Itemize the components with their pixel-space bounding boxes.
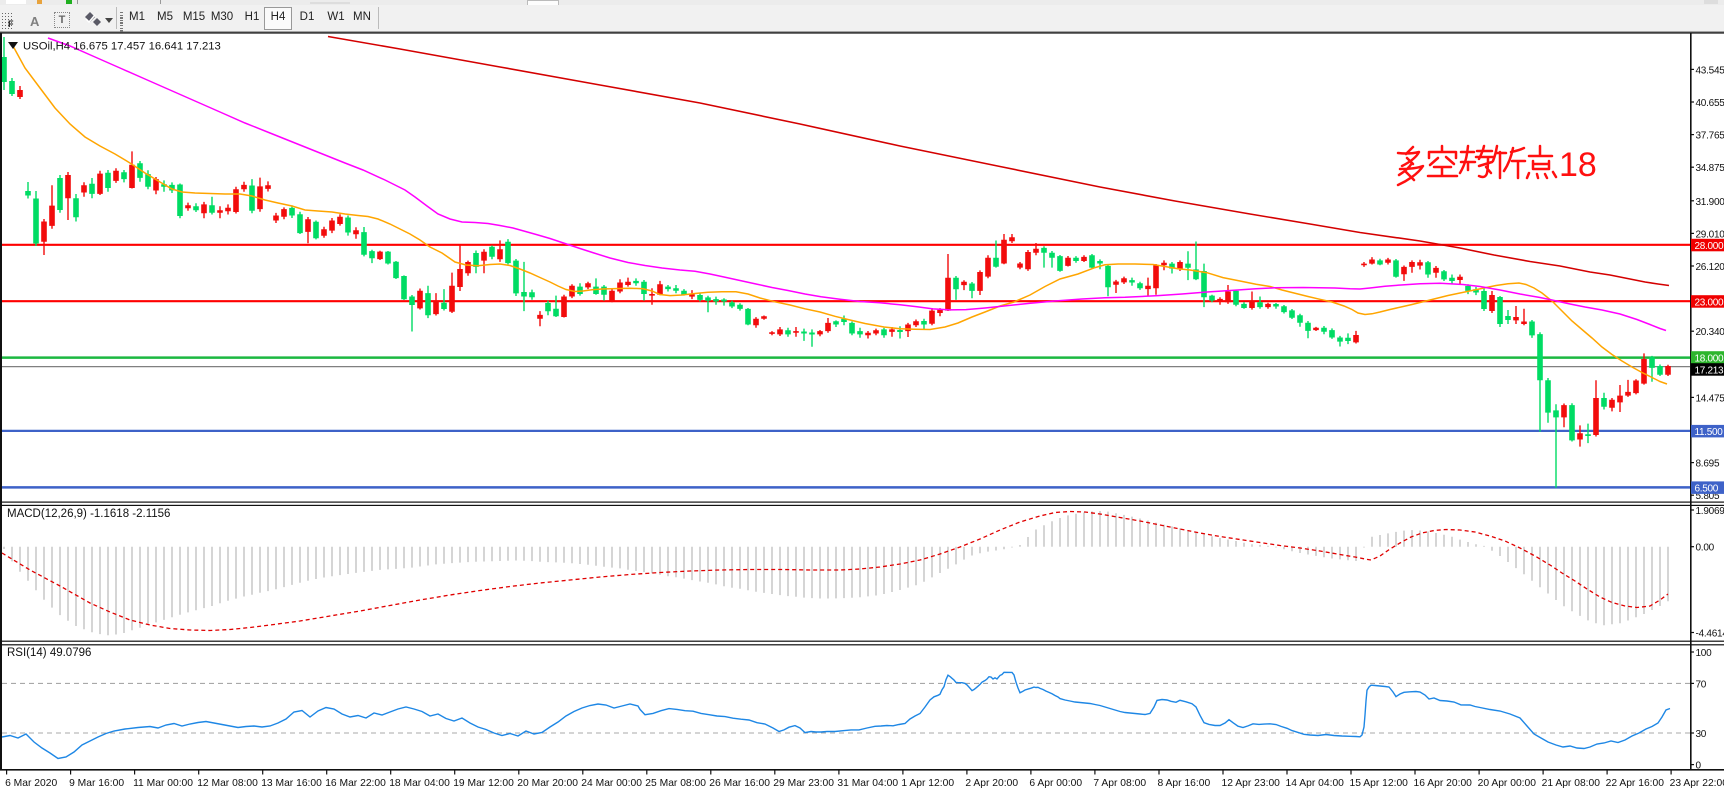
svg-text:8.695: 8.695 xyxy=(1696,459,1720,470)
svg-text:20 Mar 20:00: 20 Mar 20:00 xyxy=(517,778,578,789)
svg-text:26 Mar 16:00: 26 Mar 16:00 xyxy=(709,778,770,789)
svg-text:70: 70 xyxy=(1696,679,1707,690)
svg-text:25 Mar 08:00: 25 Mar 08:00 xyxy=(645,778,706,789)
svg-text:21 Apr 08:00: 21 Apr 08:00 xyxy=(1542,778,1601,789)
svg-text:37.765: 37.765 xyxy=(1696,131,1724,142)
svg-text:19 Mar 12:00: 19 Mar 12:00 xyxy=(453,778,514,789)
svg-text:29.010: 29.010 xyxy=(1696,229,1724,240)
svg-text:-4.4614: -4.4614 xyxy=(1696,629,1724,640)
svg-text:31.900: 31.900 xyxy=(1696,197,1724,208)
svg-text:18 Mar 04:00: 18 Mar 04:00 xyxy=(389,778,450,789)
svg-text:9 Mar 16:00: 9 Mar 16:00 xyxy=(69,778,124,789)
svg-text:8 Apr 16:00: 8 Apr 16:00 xyxy=(1158,778,1211,789)
svg-text:24 Mar 00:00: 24 Mar 00:00 xyxy=(581,778,642,789)
svg-text:31 Mar 04:00: 31 Mar 04:00 xyxy=(837,778,898,789)
svg-text:100: 100 xyxy=(1696,648,1713,659)
svg-text:30: 30 xyxy=(1696,729,1707,740)
svg-text:43.545: 43.545 xyxy=(1696,65,1724,76)
svg-text:6.500: 6.500 xyxy=(1695,484,1719,495)
svg-text:2 Apr 20:00: 2 Apr 20:00 xyxy=(965,778,1018,789)
svg-text:RSI(14) 49.0796: RSI(14) 49.0796 xyxy=(7,647,91,659)
svg-text:16 Mar 22:00: 16 Mar 22:00 xyxy=(325,778,386,789)
svg-text:14 Apr 04:00: 14 Apr 04:00 xyxy=(1286,778,1345,789)
svg-text:0: 0 xyxy=(1696,761,1702,772)
svg-text:6 Apr 00:00: 6 Apr 00:00 xyxy=(1029,778,1082,789)
svg-text:18.000: 18.000 xyxy=(1695,353,1724,364)
svg-text:11.500: 11.500 xyxy=(1695,427,1724,438)
svg-text:USOil,H4 16.675 17.457 16.641: USOil,H4 16.675 17.457 16.641 17.213 xyxy=(23,41,221,53)
svg-text:MACD(12,26,9) -1.1618 -2.1156: MACD(12,26,9) -1.1618 -2.1156 xyxy=(7,508,170,520)
svg-text:40.655: 40.655 xyxy=(1696,98,1724,109)
svg-text:20 Apr 00:00: 20 Apr 00:00 xyxy=(1478,778,1537,789)
svg-text:18: 18 xyxy=(1559,146,1597,184)
svg-text:6 Mar 2020: 6 Mar 2020 xyxy=(5,778,57,789)
svg-text:13 Mar 16:00: 13 Mar 16:00 xyxy=(261,778,322,789)
svg-text:22 Apr 16:00: 22 Apr 16:00 xyxy=(1606,778,1665,789)
svg-text:17.213: 17.213 xyxy=(1695,365,1724,376)
svg-text:26.120: 26.120 xyxy=(1696,262,1724,273)
svg-text:12 Mar 08:00: 12 Mar 08:00 xyxy=(197,778,258,789)
svg-text:7 Apr 08:00: 7 Apr 08:00 xyxy=(1093,778,1146,789)
svg-text:34.875: 34.875 xyxy=(1696,163,1724,174)
svg-text:1.9069: 1.9069 xyxy=(1696,506,1724,517)
svg-text:0.00: 0.00 xyxy=(1696,543,1715,554)
svg-text:1 Apr 12:00: 1 Apr 12:00 xyxy=(901,778,954,789)
svg-text:15 Apr 12:00: 15 Apr 12:00 xyxy=(1350,778,1409,789)
svg-text:28.000: 28.000 xyxy=(1695,241,1724,252)
svg-text:23 Apr 22:00: 23 Apr 22:00 xyxy=(1670,778,1724,789)
svg-text:23.000: 23.000 xyxy=(1695,297,1724,308)
svg-text:16 Apr 20:00: 16 Apr 20:00 xyxy=(1414,778,1473,789)
svg-text:20.340: 20.340 xyxy=(1696,327,1724,338)
svg-text:11 Mar 00:00: 11 Mar 00:00 xyxy=(133,778,193,789)
svg-text:14.475: 14.475 xyxy=(1696,393,1724,404)
svg-text:12 Apr 23:00: 12 Apr 23:00 xyxy=(1222,778,1281,789)
svg-text:29 Mar 23:00: 29 Mar 23:00 xyxy=(773,778,834,789)
